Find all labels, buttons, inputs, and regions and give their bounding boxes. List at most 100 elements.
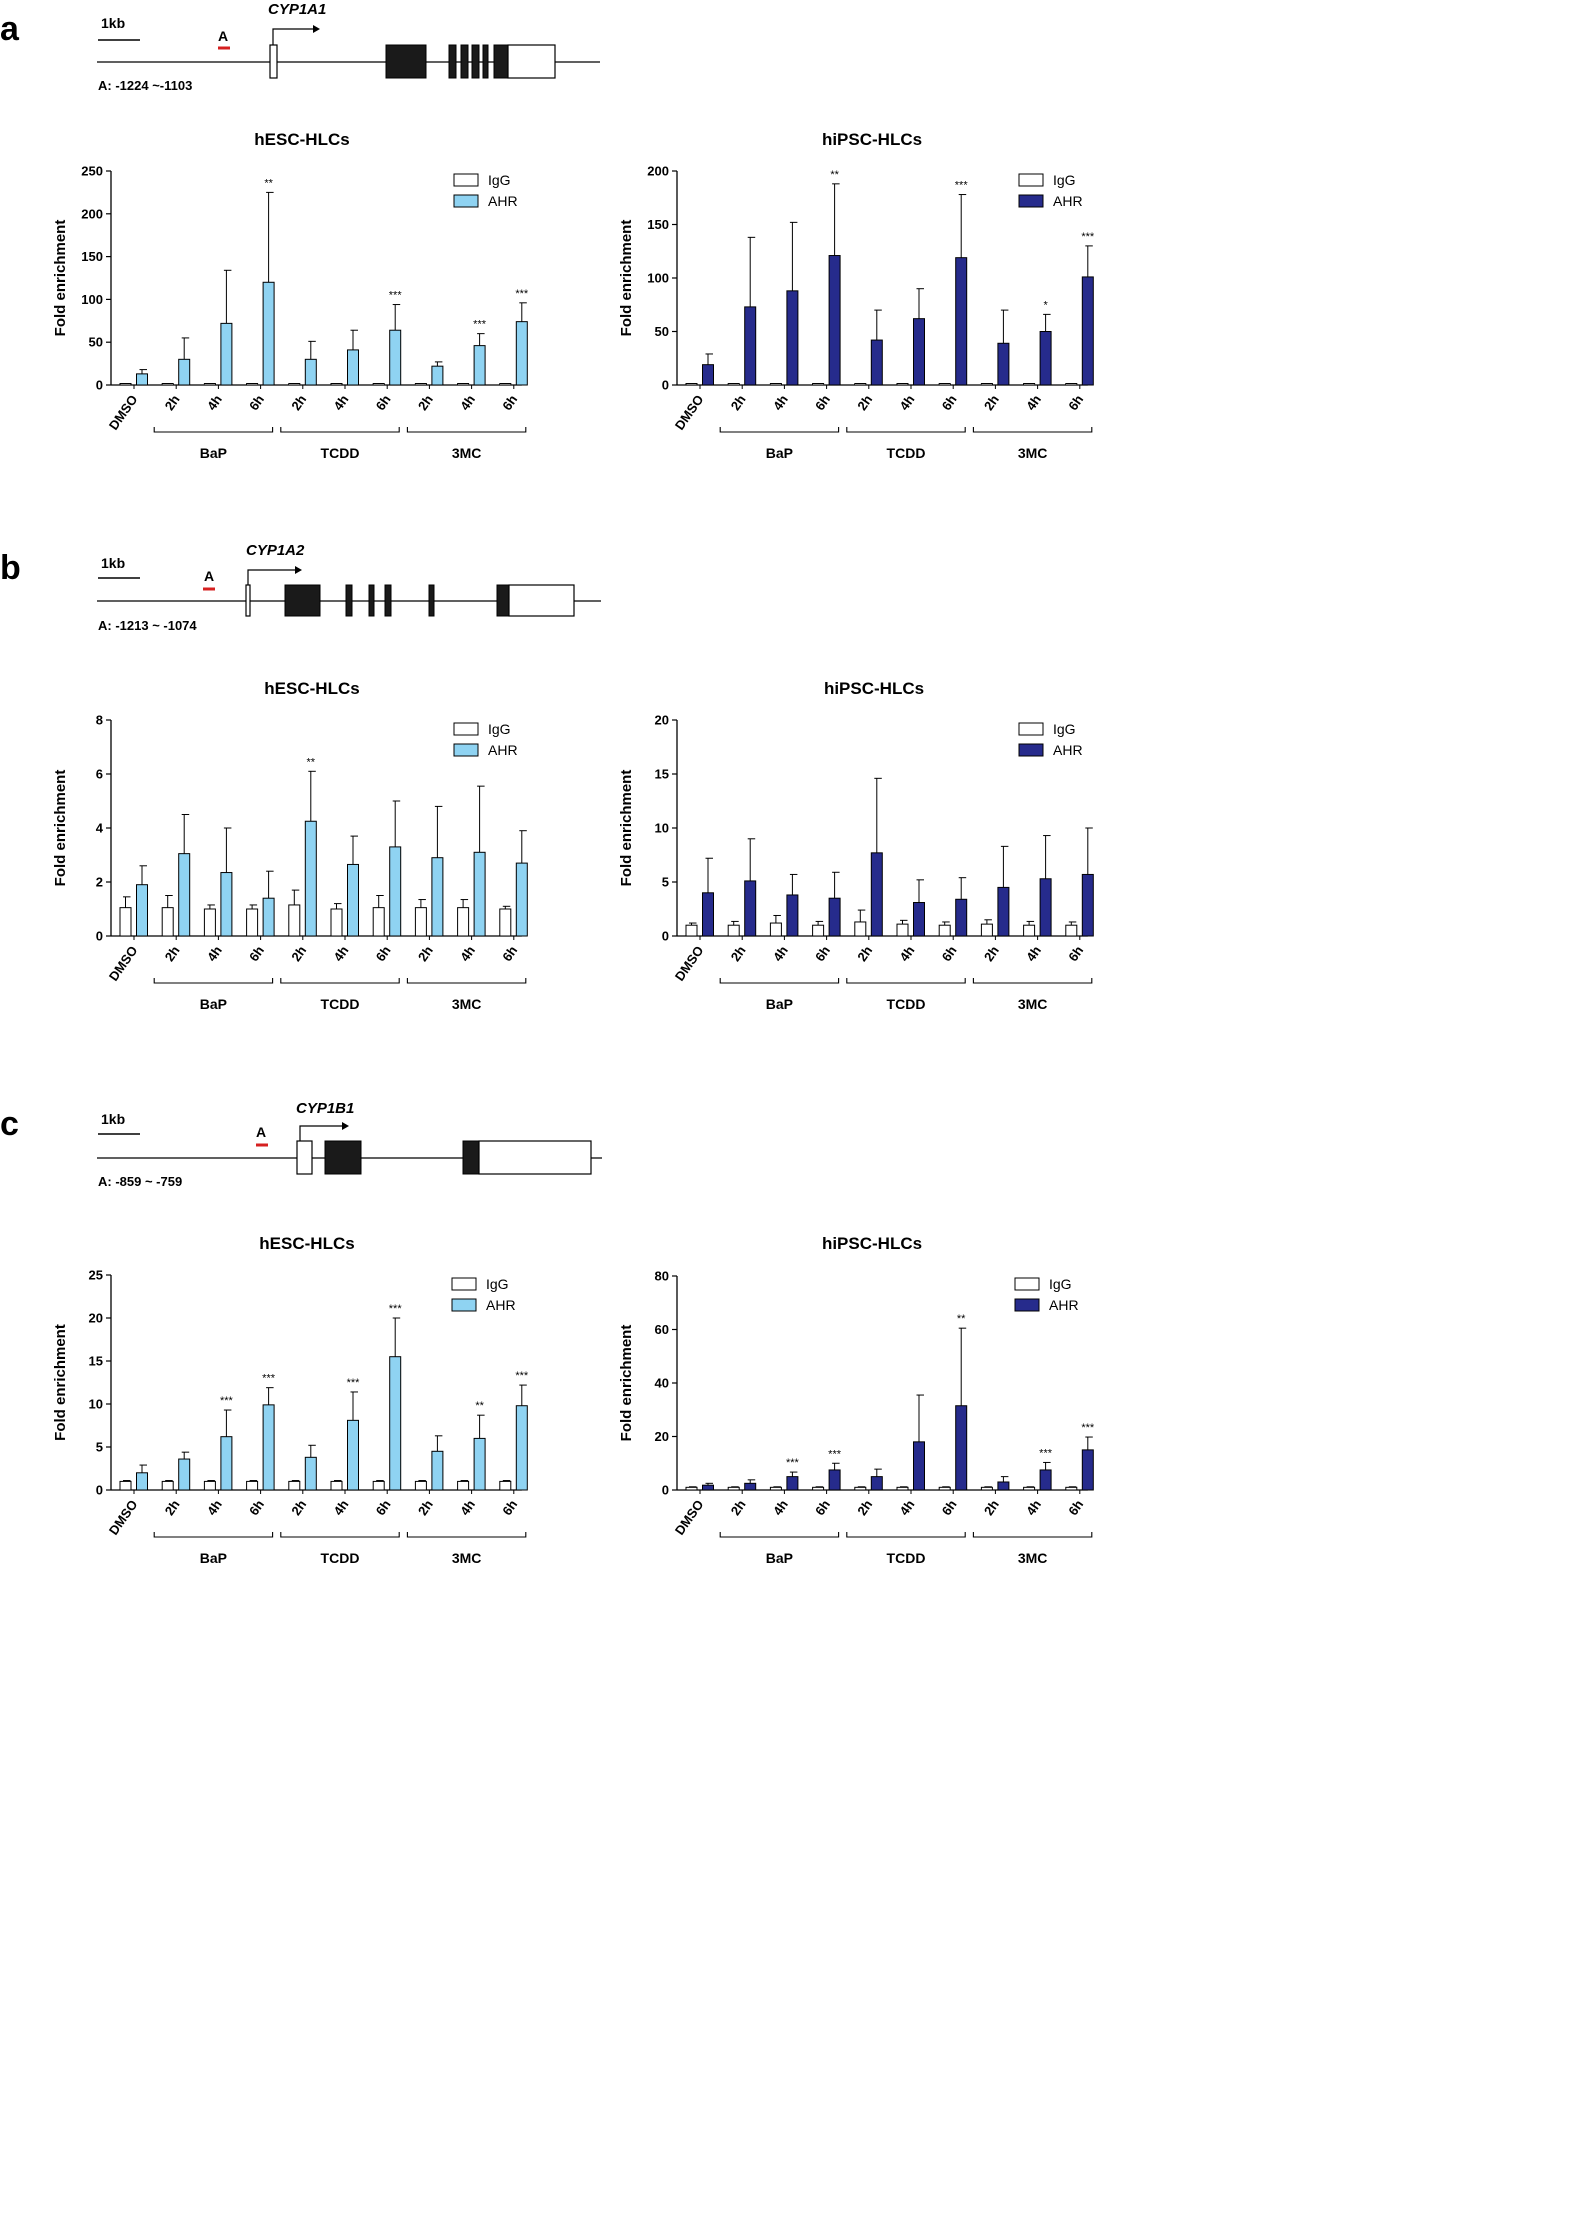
chart-title: hiPSC-HLCs — [824, 679, 924, 698]
category-label: 6h — [939, 943, 960, 964]
y-axis-label: Fold enrichment — [52, 220, 69, 337]
ahr-bar — [515, 862, 528, 937]
category-label: 2h — [162, 392, 183, 413]
ahr-bar — [870, 339, 883, 386]
group-bracket — [153, 1532, 274, 1538]
ahr-bar — [913, 902, 925, 937]
igg-bar — [854, 1486, 867, 1491]
legend: IgG AHR — [453, 172, 518, 209]
igg-bar — [1023, 924, 1036, 937]
exon — [471, 44, 480, 79]
igg-bar — [457, 907, 470, 937]
y-tick-label: 25 — [89, 1268, 103, 1283]
y-tick-label: 100 — [647, 271, 669, 286]
y-tick-label: 20 — [89, 1311, 103, 1326]
ahr-bar — [1039, 878, 1052, 937]
legend-label: IgG — [1053, 172, 1076, 188]
category-label: DMSO — [672, 1497, 707, 1538]
significance-label: *** — [389, 290, 403, 302]
group-label: 3MC — [1018, 1550, 1048, 1566]
ahr-bar — [786, 290, 799, 386]
igg-bar — [854, 921, 867, 937]
category-label: 2h — [981, 1497, 1002, 1518]
category-label: 6h — [499, 392, 520, 413]
ahr-bar — [515, 321, 528, 386]
category-label: 6h — [812, 1497, 833, 1518]
group-label: TCDD — [887, 445, 926, 461]
group-bracket — [972, 427, 1093, 433]
y-tick-label: 50 — [655, 324, 669, 339]
igg-bar — [414, 383, 427, 386]
ahr-bar — [347, 349, 359, 386]
ahr-bar — [913, 1441, 925, 1491]
category-label: 6h — [812, 392, 833, 413]
ahr-bar — [220, 322, 233, 386]
ahr-bar — [744, 880, 757, 937]
category-label: 6h — [246, 943, 267, 964]
y-tick-label: 60 — [655, 1322, 669, 1337]
igg-bar — [727, 383, 740, 386]
significance-label: * — [1043, 299, 1048, 311]
group-label: BaP — [766, 996, 793, 1012]
ahr-bar — [431, 1450, 444, 1491]
ahr-bar — [702, 364, 714, 386]
igg-bar — [288, 904, 301, 937]
chart-a-hipsc: hiPSC-HLCs Fold enrichment 0 50 100 150 200 DMS… — [618, 130, 1095, 461]
exon-noncoding — [296, 1140, 313, 1175]
ahr-bar — [955, 1405, 968, 1491]
igg-bar — [330, 908, 343, 937]
group-label: BaP — [766, 445, 793, 461]
category-label: 2h — [162, 1497, 183, 1518]
igg-bar — [288, 383, 301, 386]
y-tick-label: 150 — [81, 249, 103, 264]
igg-bar — [1065, 1486, 1078, 1491]
exon-utr — [478, 1140, 592, 1175]
y-tick-label: 15 — [655, 767, 669, 782]
category-label: 4h — [457, 943, 478, 964]
igg-bar — [372, 907, 385, 937]
legend-label: AHR — [1049, 1297, 1079, 1313]
igg-bar — [203, 1480, 216, 1491]
scale-label: 1kb — [101, 15, 125, 31]
ahr-bar — [1081, 873, 1094, 937]
scale-label: 1kb — [101, 555, 125, 571]
ahr-bar — [389, 1356, 402, 1491]
category-label: 4h — [330, 1497, 351, 1518]
y-axis-label: Fold enrichment — [52, 770, 69, 887]
exon — [496, 584, 510, 617]
category-label: 2h — [728, 392, 749, 413]
legend-label: IgG — [1049, 1276, 1072, 1292]
y-axis-label: Fold enrichment — [618, 1325, 635, 1442]
y-tick-label: 4 — [96, 821, 104, 836]
group-bracket — [972, 1532, 1093, 1538]
igg-bar — [161, 383, 174, 386]
legend-label: AHR — [1053, 193, 1083, 209]
legend-label: IgG — [488, 172, 511, 188]
legend-label: IgG — [1053, 721, 1076, 737]
ahr-bar — [304, 820, 317, 937]
gene-name: CYP1B1 — [296, 1100, 354, 1117]
y-tick-label: 15 — [89, 1354, 103, 1369]
igg-bar — [685, 1486, 698, 1491]
igg-bar — [457, 383, 470, 386]
chart-title: hESC-HLCs — [264, 679, 359, 698]
group-bracket — [406, 427, 527, 433]
ahr-bar — [262, 1404, 275, 1491]
category-label: 2h — [415, 392, 436, 413]
y-tick-label: 0 — [96, 1483, 103, 1498]
ahr-bar — [136, 373, 148, 386]
chart-b-hesc: hESC-HLCs Fold enrichment 0 2 4 6 8 DMSO 2h 4h 6h *… — [52, 679, 528, 1012]
significance-label: ** — [475, 1400, 484, 1412]
ahr-bar — [431, 365, 444, 386]
category-label: DMSO — [106, 1497, 141, 1538]
exon — [284, 584, 321, 617]
category-label: 2h — [728, 1497, 749, 1518]
y-tick-label: 5 — [96, 1440, 103, 1455]
legend-label: AHR — [488, 193, 518, 209]
category-label: 4h — [204, 1497, 225, 1518]
category-label: 6h — [939, 1497, 960, 1518]
ahr-bar — [955, 257, 968, 386]
igg-bar — [372, 383, 385, 386]
igg-bar — [769, 922, 782, 937]
gene-diagram-cyp1a2: 1kb A CYP1A2 A: -1213 ~ -1074 — [97, 542, 601, 633]
